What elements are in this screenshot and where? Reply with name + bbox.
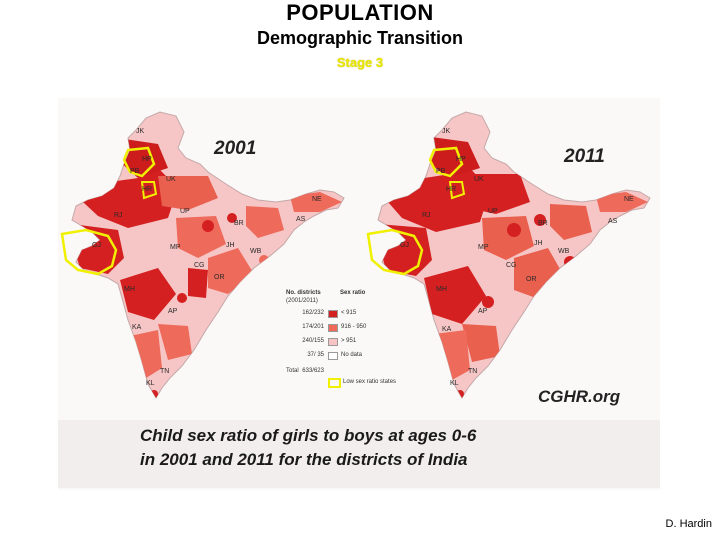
state-label: UK <box>474 176 484 183</box>
state-label: AS <box>296 216 306 223</box>
legend-heading-years: (2001/2011) <box>286 298 318 304</box>
state-label: JK <box>136 128 145 135</box>
state-label: AS <box>608 218 618 225</box>
state-label: HP <box>456 156 466 163</box>
state-label: MH <box>124 286 135 293</box>
legend-highlight-label: Low sex ratio states <box>343 379 397 385</box>
state-label: HR <box>446 186 457 193</box>
legend-swatch <box>328 352 338 360</box>
state-label: WB <box>250 248 262 255</box>
india-maps <box>60 111 651 399</box>
legend-row: 37/ 35 No data <box>286 352 426 360</box>
caption-band: Child sex ratio of girls to boys at ages… <box>58 420 660 488</box>
state-label: MP <box>478 244 489 251</box>
state-label: WB <box>558 248 570 255</box>
state-label: UP <box>488 208 498 215</box>
slide-subtitle: Demographic Transition <box>256 28 464 48</box>
legend-swatch <box>328 310 338 318</box>
legend-label: > 951 <box>341 338 357 344</box>
legend-row: 174/201 916 - 950 <box>286 324 426 332</box>
year-label-2011: 2011 <box>564 146 605 167</box>
legend-highlight-swatch <box>328 378 341 388</box>
state-label: JK <box>442 128 451 135</box>
state-label: RJ <box>114 212 123 219</box>
state-label: BR <box>538 220 548 227</box>
map-2011 <box>366 111 651 399</box>
legend-label: < 915 <box>341 310 357 316</box>
legend-heading-districts: No. districts <box>286 290 321 296</box>
state-label: PB <box>130 168 140 175</box>
legend-label: 916 - 950 <box>341 324 367 330</box>
state-label: HR <box>142 186 153 193</box>
state-label: UK <box>166 176 176 183</box>
state-label: KL <box>450 380 459 387</box>
state-label: CG <box>194 262 205 269</box>
state-label: GJ <box>400 242 409 249</box>
state-label: KL <box>146 380 155 387</box>
state-label: PB <box>436 168 446 175</box>
state-label: RJ <box>422 212 431 219</box>
legend-heading-sex-ratio: Sex ratio <box>340 290 366 296</box>
state-label: UP <box>180 208 190 215</box>
india-sex-ratio-figure: 2001 2011 JK HP PB UK HR RJ UP BR AS NE … <box>58 98 660 490</box>
legend-label: No data <box>341 352 363 358</box>
year-label-2001: 2001 <box>214 138 257 159</box>
state-label: MP <box>170 244 181 251</box>
state-label: AP <box>168 308 178 315</box>
legend-count: 240/155 <box>302 338 324 344</box>
caption-line-1: Child sex ratio of girls to boys at ages… <box>140 426 477 445</box>
legend-row: 240/155 > 951 <box>286 338 426 346</box>
state-label: HP <box>142 156 152 163</box>
state-label: BR <box>234 220 244 227</box>
state-label: TN <box>160 368 170 375</box>
state-label: GJ <box>92 242 101 249</box>
caption-line-2: in 2001 and 2011 for the districts of In… <box>140 450 468 469</box>
legend-count: 162/232 <box>302 310 324 316</box>
state-label: JH <box>226 242 235 249</box>
state-label: NE <box>312 196 322 203</box>
state-label: MH <box>436 286 447 293</box>
legend-swatch <box>328 338 338 346</box>
legend-swatch <box>328 324 338 332</box>
state-label: CG <box>506 262 517 269</box>
state-label: NE <box>624 196 634 203</box>
legend-count: 37/ 35 <box>307 352 324 358</box>
state-label: KA <box>442 326 452 333</box>
author-credit: D. Hardin <box>665 518 712 530</box>
legend-total-label: Total <box>286 368 299 374</box>
source-label: CGHR.org <box>538 387 621 406</box>
legend-row: 162/232 < 915 <box>286 310 426 318</box>
state-label: KA <box>132 324 142 331</box>
legend-count: 174/201 <box>302 324 324 330</box>
state-label: AP <box>478 308 488 315</box>
legend-total-value: 633/623 <box>302 368 324 374</box>
state-label: JH <box>534 240 543 247</box>
state-label: OR <box>526 276 537 283</box>
state-label: OR <box>214 274 225 281</box>
slide-title: POPULATION <box>286 0 434 25</box>
state-label: TN <box>468 368 478 375</box>
stage-label: Stage 3 <box>336 55 384 70</box>
